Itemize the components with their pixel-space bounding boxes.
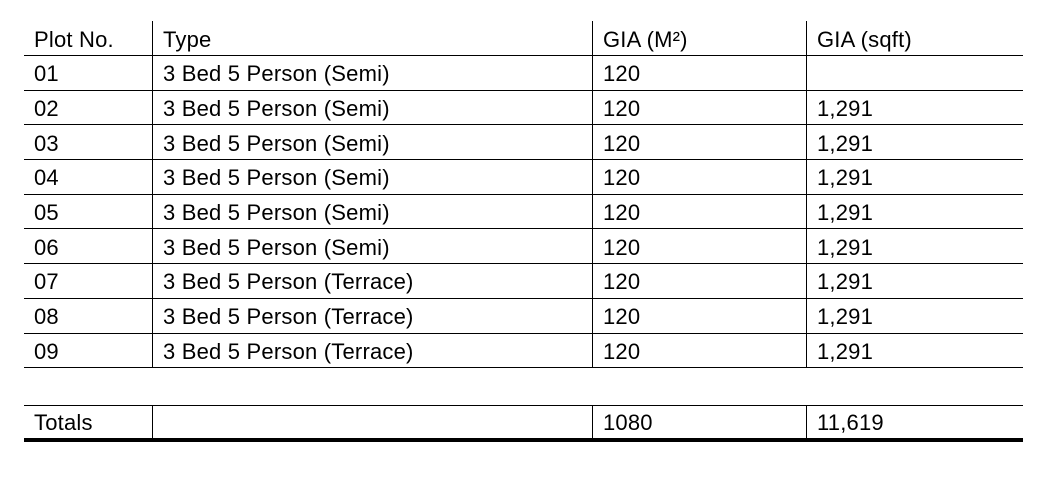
- totals-type-cell: [152, 404, 592, 443]
- cell-gia-sqft: 1,291: [806, 333, 1023, 369]
- totals-gia-m2-cell: 1080: [592, 404, 806, 443]
- cell-type: 3 Bed 5 Person (Terrace): [152, 333, 592, 369]
- cell-plot-no: 09: [24, 334, 152, 369]
- cell-plot-no: 02: [24, 91, 152, 126]
- cell-gia-m2: 120: [592, 298, 806, 334]
- table-row: 02 3 Bed 5 Person (Semi) 120 1,291: [24, 90, 1023, 126]
- cell-plot-no: 05: [24, 195, 152, 230]
- cell-plot-no: 06: [24, 229, 152, 265]
- table-row: 08 3 Bed 5 Person (Terrace) 120 1,291: [24, 298, 1023, 334]
- cell-gia-sqft: 1,291: [806, 160, 1023, 195]
- cell-gia-m2: 120: [592, 125, 806, 161]
- cell-plot-no: 04: [24, 160, 152, 195]
- cell-type: 3 Bed 5 Person (Semi): [152, 229, 592, 265]
- table-row: 06 3 Bed 5 Person (Semi) 120 1,291: [24, 229, 1023, 265]
- cell-gia-sqft: 1,291: [806, 264, 1023, 299]
- cell-plot-no: 03: [24, 125, 152, 161]
- cell-gia-m2: 120: [592, 194, 806, 230]
- totals-gia-sqft-cell: 11,619: [806, 404, 1023, 443]
- cell-gia-m2: 120: [592, 264, 806, 299]
- plot-schedule-table: Plot No. Type GIA (M²) GIA (sqft) 01 3 B…: [24, 21, 1023, 443]
- table-header-row: Plot No. Type GIA (M²) GIA (sqft): [24, 21, 1023, 56]
- column-header-gia-sqft: GIA (sqft): [806, 21, 1023, 56]
- cell-type: 3 Bed 5 Person (Semi): [152, 56, 592, 91]
- table-row: 09 3 Bed 5 Person (Terrace) 120 1,291: [24, 333, 1023, 369]
- table-row: 05 3 Bed 5 Person (Semi) 120 1,291: [24, 194, 1023, 230]
- totals-label-cell: Totals: [24, 404, 152, 443]
- cell-gia-sqft: 1,291: [806, 298, 1023, 334]
- cell-plot-no: 08: [24, 299, 152, 334]
- cell-plot-no: 01: [24, 56, 152, 91]
- cell-gia-m2: 120: [592, 160, 806, 195]
- cell-type: 3 Bed 5 Person (Terrace): [152, 298, 592, 334]
- totals-row: Totals 1080 11,619: [24, 404, 1023, 443]
- column-header-plot-no: Plot No.: [24, 21, 152, 56]
- table-row: 04 3 Bed 5 Person (Semi) 120 1,291: [24, 160, 1023, 195]
- table-row: 01 3 Bed 5 Person (Semi) 120: [24, 56, 1023, 91]
- cell-plot-no: 07: [24, 264, 152, 299]
- cell-type: 3 Bed 5 Person (Semi): [152, 90, 592, 126]
- table-row: 03 3 Bed 5 Person (Semi) 120 1,291: [24, 125, 1023, 161]
- cell-gia-m2: 120: [592, 333, 806, 369]
- table-row: 07 3 Bed 5 Person (Terrace) 120 1,291: [24, 264, 1023, 299]
- column-header-gia-m2: GIA (M²): [592, 21, 806, 56]
- cell-gia-sqft: [806, 56, 1023, 91]
- cell-type: 3 Bed 5 Person (Semi): [152, 125, 592, 161]
- cell-gia-sqft: 1,291: [806, 125, 1023, 161]
- cell-gia-m2: 120: [592, 229, 806, 265]
- cell-type: 3 Bed 5 Person (Semi): [152, 194, 592, 230]
- cell-gia-sqft: 1,291: [806, 90, 1023, 126]
- cell-gia-sqft: 1,291: [806, 229, 1023, 265]
- cell-gia-m2: 120: [592, 56, 806, 91]
- column-header-type: Type: [152, 21, 592, 56]
- cell-type: 3 Bed 5 Person (Terrace): [152, 264, 592, 299]
- spacer-row: [24, 368, 1023, 405]
- cell-gia-sqft: 1,291: [806, 194, 1023, 230]
- cell-gia-m2: 120: [592, 90, 806, 126]
- cell-type: 3 Bed 5 Person (Semi): [152, 160, 592, 195]
